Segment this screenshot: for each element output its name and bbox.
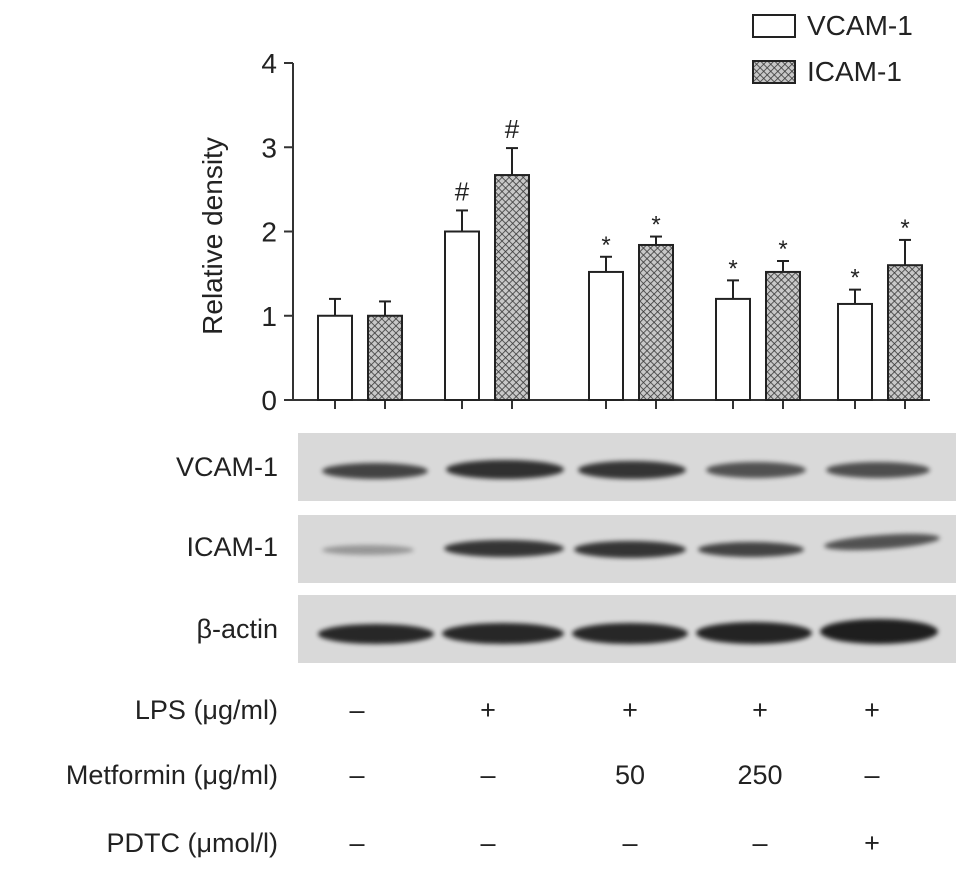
y-tick-label: 3: [261, 132, 277, 163]
significance-star: *: [728, 255, 737, 282]
condition-value: –: [622, 828, 638, 858]
condition-value: –: [349, 760, 365, 790]
blot-band: [318, 624, 434, 644]
legend-label-icam: ICAM-1: [807, 56, 902, 87]
significance-hash: #: [455, 176, 470, 206]
condition-value: –: [349, 828, 365, 858]
blot-band: [823, 530, 941, 554]
bar-vcam-1: [317, 314, 353, 401]
condition-value: 50: [614, 760, 646, 790]
condition-value: +: [864, 695, 880, 725]
y-tick-label: 1: [261, 301, 277, 332]
blot-band: [322, 463, 428, 479]
blot-panel-icam: [298, 515, 956, 583]
bar-icam-1: [494, 174, 530, 401]
blot-band: [826, 462, 930, 478]
blot-band: [322, 545, 414, 555]
y-axis-label: Relative density: [197, 137, 228, 335]
condition-value: –: [864, 760, 880, 790]
bar-vcam-1: [837, 302, 873, 401]
blot-panel-actin: [298, 595, 956, 663]
condition-value: +: [864, 828, 880, 858]
blot-band: [820, 619, 938, 644]
blot-label-actin: β-actin: [196, 614, 278, 644]
significance-star: *: [850, 265, 859, 292]
bar-icam-1: [638, 243, 674, 401]
condition-label: LPS (μg/ml): [134, 695, 278, 725]
blot-band: [706, 462, 806, 478]
blot-band: [574, 541, 686, 558]
blot-band: [696, 622, 812, 644]
blot-band: [442, 623, 564, 644]
bar-vcam-1: [715, 297, 751, 401]
blot-band: [572, 623, 688, 644]
condition-value: –: [480, 828, 496, 858]
blot-band: [444, 540, 564, 557]
significance-hash: #: [505, 114, 520, 144]
blot-band: [698, 542, 804, 557]
bar-icam-1: [367, 314, 403, 401]
condition-value: –: [752, 828, 768, 858]
bar-vcam-1: [444, 230, 480, 401]
y-tick-label: 0: [261, 385, 277, 416]
blot-label-icam: ICAM-1: [186, 532, 278, 562]
condition-value: –: [480, 760, 496, 790]
significance-star: *: [778, 236, 787, 263]
condition-value: 250: [737, 760, 783, 790]
condition-value: +: [622, 695, 638, 725]
bar-chart: 0 1 2 3 4 # * * * # * * * VCAM-1 ICAM-1 Relative de…: [197, 10, 930, 416]
condition-value: +: [752, 695, 768, 725]
condition-value: –: [349, 695, 365, 725]
y-tick-label: 4: [261, 48, 277, 79]
blot-label-vcam: VCAM-1: [175, 452, 278, 482]
blot-panel-vcam: [298, 433, 956, 501]
legend-swatch-vcam: [752, 14, 796, 38]
blot-band: [446, 460, 564, 479]
condition-label: PDTC (μmol/l): [106, 828, 278, 858]
legend-swatch-icam: [752, 60, 796, 84]
bar-icam-1: [887, 264, 923, 402]
legend-label-vcam: VCAM-1: [807, 10, 913, 41]
significance-star: *: [651, 212, 660, 239]
blot-band: [578, 461, 686, 479]
bar-vcam-1: [588, 270, 624, 401]
significance-star: *: [900, 215, 909, 242]
significance-star: *: [601, 232, 610, 259]
condition-label: Metformin (μg/ml): [65, 760, 278, 790]
y-tick-label: 2: [261, 217, 277, 248]
condition-value: +: [480, 695, 496, 725]
bar-icam-1: [765, 270, 801, 401]
